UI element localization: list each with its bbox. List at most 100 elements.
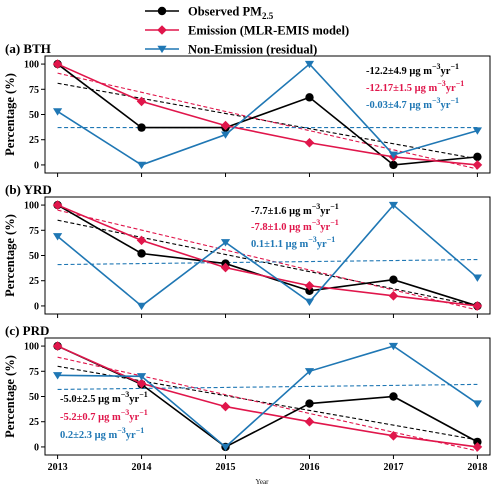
annotation-unit: yr xyxy=(441,100,451,111)
annotation-superscript: −3 xyxy=(312,218,321,227)
data-point-observed xyxy=(305,399,314,408)
data-point-residual xyxy=(388,151,399,159)
annotation-value: -5.2±0.7 μg m xyxy=(60,412,121,423)
data-point-emission xyxy=(304,416,315,427)
data-point-observed xyxy=(389,160,398,170)
annotation-superscript: −3 xyxy=(437,79,446,88)
annotation-unit: yr xyxy=(126,430,136,441)
trend-annotation-observed: -7.7±1.6 μg m−3yr−1 xyxy=(251,202,339,217)
trend-annotation-residual: -0.03±4.7 μg m−3yr−1 xyxy=(366,96,459,111)
trend-line-emission xyxy=(57,72,478,170)
data-point-observed xyxy=(137,249,146,258)
annotation-value: -5.0±2.5 μg m xyxy=(60,394,121,405)
data-point-emission xyxy=(472,301,483,311)
legend-marker-observed xyxy=(157,6,167,16)
y-tick-label: 75 xyxy=(29,85,39,96)
data-point-residual xyxy=(472,127,483,135)
y-tick-label: 75 xyxy=(29,226,39,237)
data-point-emission xyxy=(136,378,147,389)
data-point-residual xyxy=(52,233,63,241)
y-axis-label: Percentage (%) xyxy=(3,355,17,438)
x-axis-label: Year xyxy=(256,478,270,486)
series-line-residual xyxy=(57,203,478,307)
y-tick-label: 75 xyxy=(29,367,39,378)
data-point-residual xyxy=(304,368,315,376)
data-point-residual xyxy=(304,298,315,307)
y-tick-label: 100 xyxy=(24,60,39,71)
annotation-superscript: −1 xyxy=(136,426,145,435)
data-point-residual xyxy=(220,239,231,247)
data-point-observed xyxy=(305,93,314,102)
data-point-residual xyxy=(388,201,399,210)
annotation-unit: yr xyxy=(320,222,330,233)
data-point-residual xyxy=(304,60,315,69)
legend-item-residual: Non-Emission (residual) xyxy=(145,43,317,57)
annotation-unit: yr xyxy=(446,83,456,94)
annotation-unit: yr xyxy=(320,206,330,217)
annotation-unit: yr xyxy=(317,239,327,250)
series-line-observed xyxy=(57,204,478,307)
data-point-residual xyxy=(52,108,63,116)
annotation-superscript: −1 xyxy=(139,408,148,417)
data-point-emission xyxy=(52,200,63,210)
annotation-unit: yr xyxy=(129,394,139,405)
data-point-emission xyxy=(220,401,231,412)
x-tick-label: 2017 xyxy=(383,462,403,473)
series-line-observed xyxy=(57,63,478,166)
trend-annotation-observed: -5.0±2.5 μg m−3yr−1 xyxy=(60,390,148,405)
panel-1: 0 25 50 75 100 (a) BTH Percentage (%) -12.2±4.9… xyxy=(3,41,491,177)
y-tick-label: 0 xyxy=(34,442,39,453)
legend-label-observed: Observed PM2.5 xyxy=(188,5,274,22)
data-point-observed xyxy=(473,437,482,447)
trend-line-residual xyxy=(57,383,478,390)
series-line-emission xyxy=(57,204,478,307)
data-point-emission xyxy=(472,160,483,170)
annotation-superscript: −3 xyxy=(121,408,130,417)
data-point-residual xyxy=(136,302,147,311)
data-point-emission xyxy=(220,262,231,273)
data-point-emission xyxy=(472,442,483,452)
y-tick-label: 25 xyxy=(29,276,39,287)
series-line-emission xyxy=(57,345,478,448)
data-point-residual xyxy=(220,443,231,452)
annotation-value: -12.2±4.9 μg m xyxy=(366,66,432,77)
annotation-superscript: −1 xyxy=(139,390,148,399)
legend-item-emission: Emission (MLR-EMIS model) xyxy=(145,24,349,38)
data-point-emission xyxy=(52,59,63,69)
y-tick-label: 0 xyxy=(34,301,39,312)
series-line-residual xyxy=(57,62,478,166)
annotation-superscript: −3 xyxy=(121,390,130,399)
annotation-superscript: −3 xyxy=(312,202,321,211)
annotation-superscript: −3 xyxy=(308,235,317,244)
y-tick-label: 25 xyxy=(29,417,39,428)
panel-title: (b) YRD xyxy=(5,182,52,197)
data-point-residual xyxy=(220,131,231,139)
panel-title: (a) BTH xyxy=(5,41,51,56)
annotation-value: -0.03±4.7 μg m xyxy=(366,100,432,111)
x-tick-label: 2016 xyxy=(299,462,319,473)
legend-subscript: 2.5 xyxy=(262,11,274,21)
x-tick-label: 2015 xyxy=(216,462,236,473)
annotation-unit: yr xyxy=(129,412,139,423)
data-point-observed xyxy=(305,286,314,296)
x-tick-label: 2018 xyxy=(467,462,487,473)
trend-line-emission xyxy=(57,209,478,311)
annotation-superscript: −3 xyxy=(432,62,441,71)
y-tick-label: 50 xyxy=(29,251,39,262)
x-tick-label: 2013 xyxy=(48,462,68,473)
y-tick-label: 25 xyxy=(29,135,39,146)
y-axis-label: Percentage (%) xyxy=(3,214,17,297)
annotation-value: 0.1±1.1 μg m xyxy=(251,239,308,250)
data-point-residual xyxy=(472,400,483,408)
data-point-emission xyxy=(304,137,315,148)
trend-annotation-emission: -5.2±0.7 μg m−3yr−1 xyxy=(60,408,148,423)
series-line-emission xyxy=(57,63,478,166)
data-point-observed xyxy=(389,392,398,401)
legend-item-observed: Observed PM2.5 xyxy=(145,5,274,22)
annotation-value: 0.2±2.3 μg m xyxy=(60,430,117,441)
data-point-residual xyxy=(136,373,147,381)
data-point-residual xyxy=(136,161,147,170)
legend-label-emission: Emission (MLR-EMIS model) xyxy=(188,24,349,38)
annotation-superscript: −1 xyxy=(330,218,339,227)
